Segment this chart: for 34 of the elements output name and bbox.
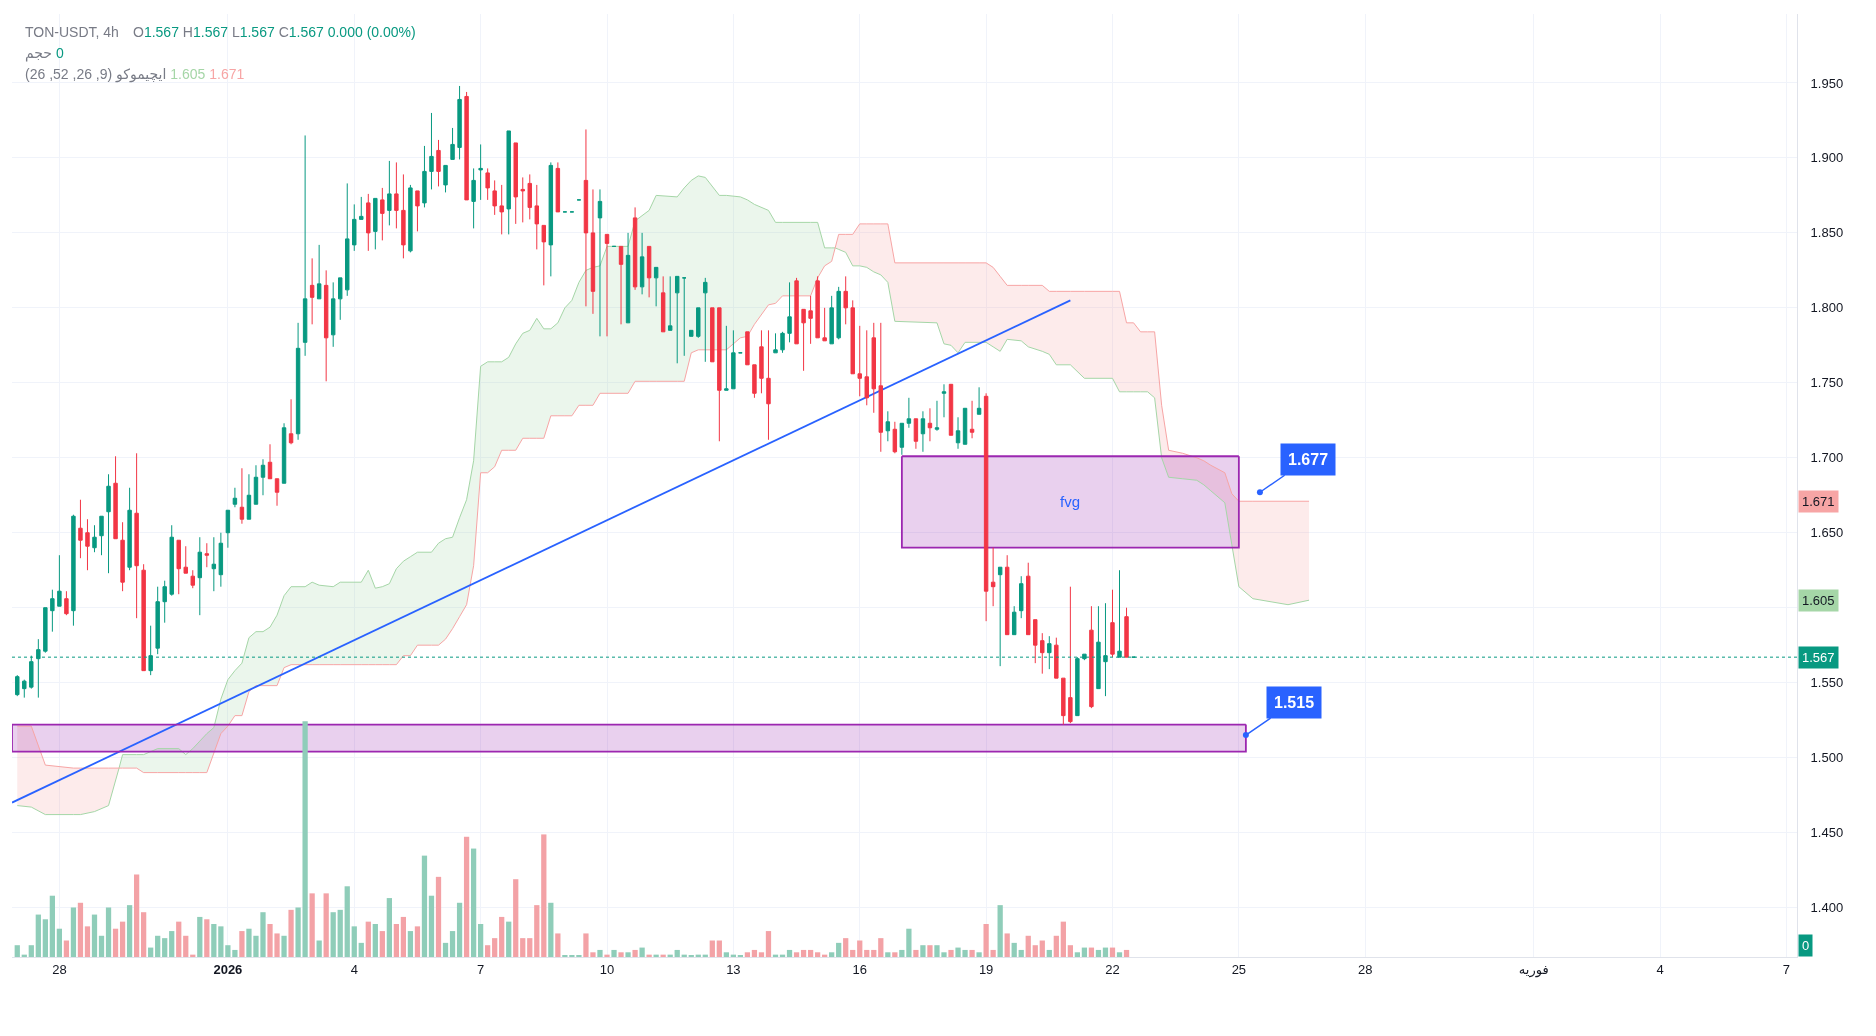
y-tick-label: 1.400 bbox=[1810, 900, 1844, 916]
x-tick-label: 28 bbox=[52, 961, 67, 977]
x-tick-label: 22 bbox=[1105, 961, 1120, 977]
x-tick-label: 16 bbox=[852, 961, 867, 977]
x-tick-label: 2026 bbox=[213, 961, 243, 977]
x-tick-label: 7 bbox=[477, 961, 485, 977]
annotation: 1.515 bbox=[1274, 694, 1315, 711]
x-tick-label: 4 bbox=[350, 961, 358, 977]
annotation: 1.671 bbox=[1802, 494, 1835, 509]
x-tick-label: 13 bbox=[726, 961, 741, 977]
y-tick-label: 1.500 bbox=[1810, 750, 1844, 766]
x-tick-label: 7 bbox=[1782, 961, 1791, 977]
y-tick-label: 1.800 bbox=[1810, 300, 1844, 316]
text: 0 bbox=[1802, 938, 1810, 953]
text: fvg bbox=[1060, 493, 1081, 510]
y-tick-label: 1.650 bbox=[1810, 525, 1844, 541]
x-tick-label: 28 bbox=[1358, 961, 1373, 977]
y-tick-label: 1.900 bbox=[1810, 150, 1844, 166]
ref-line-label: 1.567 bbox=[1802, 650, 1835, 665]
text: TON-USDT, 4h bbox=[25, 24, 119, 40]
y-tick-label: 1.950 bbox=[1810, 75, 1844, 91]
y-tick-label: 1.700 bbox=[1810, 450, 1844, 466]
x-tick-label: 19 bbox=[978, 961, 994, 977]
y-tick-label: 1.850 bbox=[1810, 225, 1844, 241]
annotation: 1.677 bbox=[1288, 451, 1329, 468]
y-tick-label: 1.450 bbox=[1810, 825, 1844, 841]
x-tick-label: 4 bbox=[1656, 961, 1664, 977]
x-tick-label: 10 bbox=[599, 961, 615, 977]
y-tick-label: 1.750 bbox=[1810, 375, 1844, 391]
annotation: 1.605 bbox=[1802, 593, 1835, 608]
x-tick-label: فوریه bbox=[1518, 961, 1549, 978]
text: O1.567 H1.567 L1.567 C1.567 0.000 (0.00%) bbox=[133, 24, 416, 40]
x-tick-label: 25 bbox=[1231, 961, 1247, 977]
y-tick-label: 1.550 bbox=[1810, 675, 1844, 691]
